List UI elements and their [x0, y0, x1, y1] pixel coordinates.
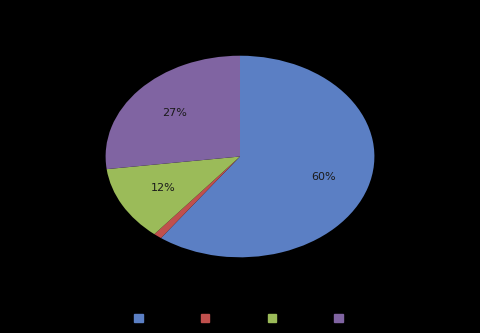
Wedge shape [155, 157, 240, 238]
Legend: , , , : , , , [129, 306, 351, 331]
Text: 12%: 12% [151, 183, 176, 193]
Text: 27%: 27% [162, 108, 187, 118]
Text: 60%: 60% [311, 172, 336, 182]
Wedge shape [107, 157, 240, 234]
Wedge shape [161, 56, 374, 257]
Wedge shape [106, 56, 240, 169]
